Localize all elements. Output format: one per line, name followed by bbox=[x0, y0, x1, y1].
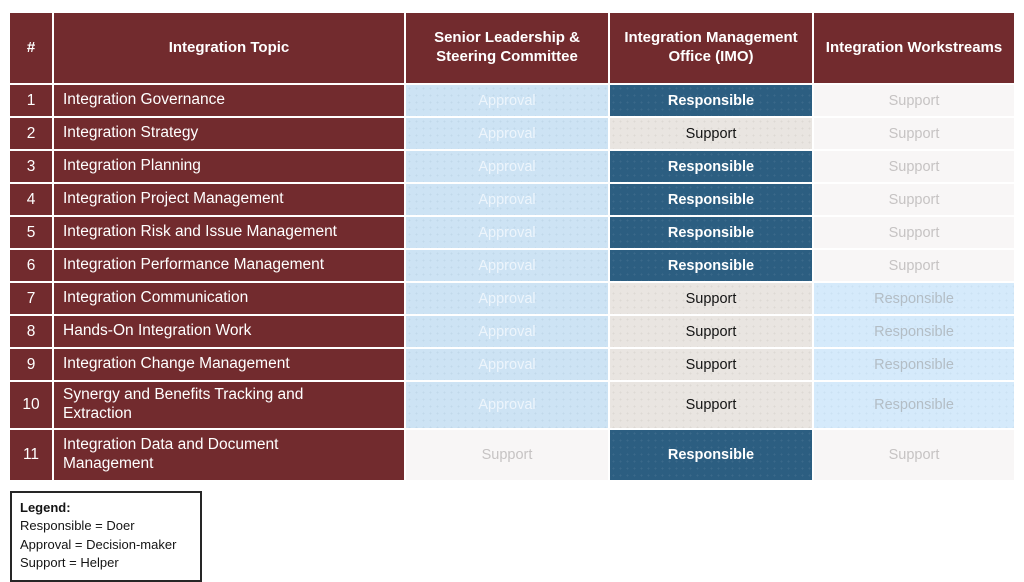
topic-cell: Integration Planning bbox=[54, 151, 404, 182]
legend-item-approval: Approval = Decision-maker bbox=[20, 536, 177, 552]
row-number: 2 bbox=[10, 118, 52, 149]
column-header-number: # bbox=[10, 13, 52, 83]
senior-leadership-cell: Support bbox=[406, 430, 608, 480]
legend-item-responsible: Responsible = Doer bbox=[20, 518, 135, 534]
workstreams-cell: Support bbox=[814, 85, 1014, 116]
workstreams-cell: Support bbox=[814, 430, 1014, 480]
imo-cell: Support bbox=[610, 283, 812, 314]
legend-item-support: Support = Helper bbox=[20, 555, 119, 571]
senior-leadership-cell: Approval bbox=[406, 349, 608, 380]
topic-cell: Integration Project Management bbox=[54, 184, 404, 215]
senior-leadership-cell: Approval bbox=[406, 85, 608, 116]
row-number: 7 bbox=[10, 283, 52, 314]
legend-title: Legend: bbox=[20, 500, 71, 515]
senior-leadership-cell: Approval bbox=[406, 151, 608, 182]
column-header-workstreams: Integration Workstreams bbox=[814, 13, 1014, 83]
row-number: 6 bbox=[10, 250, 52, 281]
workstreams-cell: Support bbox=[814, 217, 1014, 248]
workstreams-cell: Support bbox=[814, 118, 1014, 149]
senior-leadership-cell: Approval bbox=[406, 184, 608, 215]
imo-cell: Responsible bbox=[610, 85, 812, 116]
column-header-senior-leadership: Senior Leadership & Steering Committee bbox=[406, 13, 608, 83]
raci-table: # Integration Topic Senior Leadership & … bbox=[10, 13, 1014, 480]
imo-cell: Responsible bbox=[610, 250, 812, 281]
row-number: 11 bbox=[10, 430, 52, 480]
imo-cell: Support bbox=[610, 382, 812, 428]
senior-leadership-cell: Approval bbox=[406, 316, 608, 347]
row-number: 5 bbox=[10, 217, 52, 248]
row-number: 1 bbox=[10, 85, 52, 116]
senior-leadership-cell: Approval bbox=[406, 250, 608, 281]
topic-cell: Integration Governance bbox=[54, 85, 404, 116]
legend-box: Legend: Responsible = Doer Approval = De… bbox=[10, 491, 202, 582]
imo-cell: Responsible bbox=[610, 430, 812, 480]
workstreams-cell: Responsible bbox=[814, 349, 1014, 380]
workstreams-cell: Support bbox=[814, 151, 1014, 182]
topic-cell: Integration Communication bbox=[54, 283, 404, 314]
imo-cell: Responsible bbox=[610, 184, 812, 215]
imo-cell: Responsible bbox=[610, 151, 812, 182]
workstreams-cell: Support bbox=[814, 250, 1014, 281]
imo-cell: Support bbox=[610, 316, 812, 347]
column-header-imo: Integration Management Office (IMO) bbox=[610, 13, 812, 83]
row-number: 3 bbox=[10, 151, 52, 182]
row-number: 4 bbox=[10, 184, 52, 215]
workstreams-cell: Responsible bbox=[814, 283, 1014, 314]
topic-cell: Integration Data and Document Management bbox=[54, 430, 404, 480]
row-number: 8 bbox=[10, 316, 52, 347]
workstreams-cell: Support bbox=[814, 184, 1014, 215]
topic-cell: Integration Strategy bbox=[54, 118, 404, 149]
workstreams-cell: Responsible bbox=[814, 382, 1014, 428]
topic-cell: Synergy and Benefits Tracking and Extrac… bbox=[54, 382, 404, 428]
imo-cell: Responsible bbox=[610, 217, 812, 248]
imo-cell: Support bbox=[610, 118, 812, 149]
topic-cell: Integration Risk and Issue Management bbox=[54, 217, 404, 248]
senior-leadership-cell: Approval bbox=[406, 217, 608, 248]
senior-leadership-cell: Approval bbox=[406, 283, 608, 314]
row-number: 9 bbox=[10, 349, 52, 380]
imo-cell: Support bbox=[610, 349, 812, 380]
topic-cell: Hands-On Integration Work bbox=[54, 316, 404, 347]
row-number: 10 bbox=[10, 382, 52, 428]
senior-leadership-cell: Approval bbox=[406, 382, 608, 428]
workstreams-cell: Responsible bbox=[814, 316, 1014, 347]
column-header-topic: Integration Topic bbox=[54, 13, 404, 83]
topic-cell: Integration Change Management bbox=[54, 349, 404, 380]
senior-leadership-cell: Approval bbox=[406, 118, 608, 149]
topic-cell: Integration Performance Management bbox=[54, 250, 404, 281]
